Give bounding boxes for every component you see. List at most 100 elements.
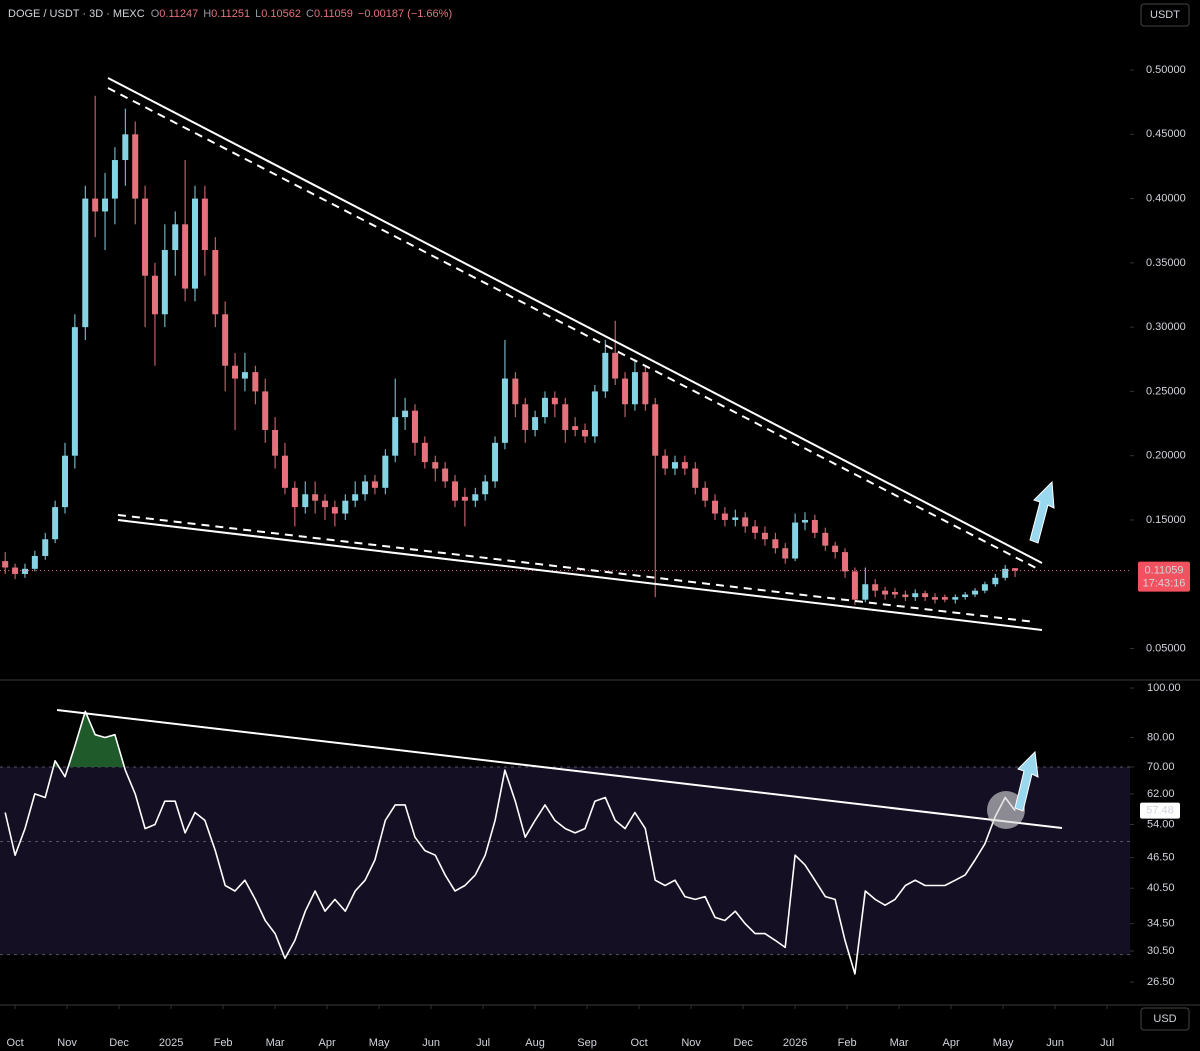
candle-body: [721, 513, 728, 520]
candle-body: [772, 539, 779, 549]
candle-body: [142, 198, 149, 276]
candle-body: [82, 198, 89, 328]
candle-body: [872, 584, 879, 591]
candle-body: [801, 519, 808, 523]
indicator-value-box: [1140, 802, 1180, 819]
candle-body: [272, 429, 279, 456]
candle-body: [472, 494, 479, 501]
x-tick-label: Jul: [476, 1037, 490, 1049]
candle-body: [312, 494, 319, 501]
x-tick-label: Apr: [943, 1037, 960, 1049]
y2-tick-label: 80.00: [1147, 731, 1175, 743]
candle-body: [482, 481, 489, 495]
x-tick-label: 2026: [783, 1037, 807, 1049]
candle-body: [992, 577, 999, 585]
candle-body: [551, 397, 558, 405]
x-tick-label: Dec: [733, 1037, 753, 1049]
currency-box[interactable]: [1140, 1007, 1190, 1031]
candle-body: [811, 519, 818, 533]
candle-body: [562, 404, 569, 430]
indicator-background: [0, 766, 1130, 956]
countdown-label: 17:43:16: [1143, 578, 1186, 590]
candle-body: [522, 404, 529, 430]
candle-body: [442, 468, 449, 482]
candle-body: [952, 597, 959, 600]
ohlc-value: 0.11251: [211, 8, 250, 20]
y-tick-label: 0.20000: [1146, 450, 1186, 462]
x-tick-label: Nov: [57, 1037, 77, 1049]
y-tick-label: 0.30000: [1146, 321, 1186, 333]
candle-body: [541, 397, 548, 418]
candle-body: [642, 372, 649, 405]
candle-body: [631, 372, 638, 405]
candle-body: [692, 468, 699, 488]
overbought-fill: [53, 711, 125, 768]
candle-body: [822, 532, 829, 546]
ohlc-value: 0.10562: [261, 8, 301, 20]
y-tick-label: 0.50000: [1146, 64, 1186, 76]
y-tick-label: 0.45000: [1146, 128, 1186, 140]
x-tick-label: Jun: [1046, 1037, 1064, 1049]
candle-body: [671, 462, 678, 469]
candle-body: [572, 426, 579, 430]
y2-tick-label: 34.50: [1147, 918, 1175, 930]
candle-body: [512, 378, 519, 405]
candle-body: [912, 593, 919, 598]
candle-body: [1002, 568, 1009, 578]
indicator-line: [4, 710, 1016, 975]
y2-tick-label: 40.50: [1147, 882, 1175, 894]
candle-body: [161, 250, 168, 315]
candles: [0, 95, 1130, 605]
x-tick-label: Apr: [319, 1037, 336, 1049]
candle-body: [732, 517, 739, 520]
candle-body: [252, 372, 259, 392]
candle-body: [371, 481, 378, 488]
candle-body: [392, 417, 399, 456]
candle-body: [532, 417, 539, 430]
candle-body: [201, 198, 208, 251]
candle-body: [71, 327, 78, 456]
candle-body: [862, 584, 869, 600]
candle-body: [382, 455, 389, 488]
candle-body: [612, 352, 619, 379]
last-price-box: [1138, 561, 1190, 592]
candle-body: [622, 378, 629, 405]
candle-body: [21, 568, 28, 574]
candle-body: [151, 275, 158, 315]
candle-body: [262, 391, 269, 430]
candle-body: [291, 487, 298, 508]
y-tick-label: 0.25000: [1146, 385, 1186, 397]
candle-body: [342, 500, 349, 514]
candle-body: [31, 555, 38, 569]
x-tick-label: Feb: [838, 1037, 857, 1049]
candle-body: [182, 224, 189, 289]
x-tick-label: Dec: [109, 1037, 129, 1049]
last-price-label: 0.11059: [1145, 565, 1184, 577]
candle-body: [281, 455, 288, 488]
candle-body: [972, 590, 979, 595]
x-tick-label: Jul: [1100, 1037, 1114, 1049]
candle-body: [411, 410, 418, 443]
currency-box[interactable]: [1140, 3, 1190, 27]
candle-body: [591, 391, 598, 437]
x-tick-label: 2025: [159, 1037, 183, 1049]
y-tick-label: 0.35000: [1146, 257, 1186, 269]
x-axis-label: USD: [1153, 1013, 1176, 1025]
candle-body: [981, 584, 988, 591]
ohlc-key: H: [203, 8, 211, 20]
y2-tick-label: 54.00: [1147, 818, 1175, 830]
candle-body: [432, 462, 439, 469]
candle-body: [402, 410, 409, 418]
ohlc-key: O: [151, 8, 160, 20]
candle-body: [352, 494, 359, 501]
trendline: [117, 519, 1043, 631]
ohlc-key: L: [255, 8, 261, 20]
ohlc-value: 0.11247: [159, 8, 198, 20]
highlight-circle: [987, 791, 1025, 829]
symbol-title: DOGE / USDT · 3D · MEXC: [8, 8, 145, 20]
x-tick-label: Oct: [7, 1037, 24, 1049]
candle-body: [752, 526, 759, 533]
x-tick-label: Oct: [631, 1037, 648, 1049]
